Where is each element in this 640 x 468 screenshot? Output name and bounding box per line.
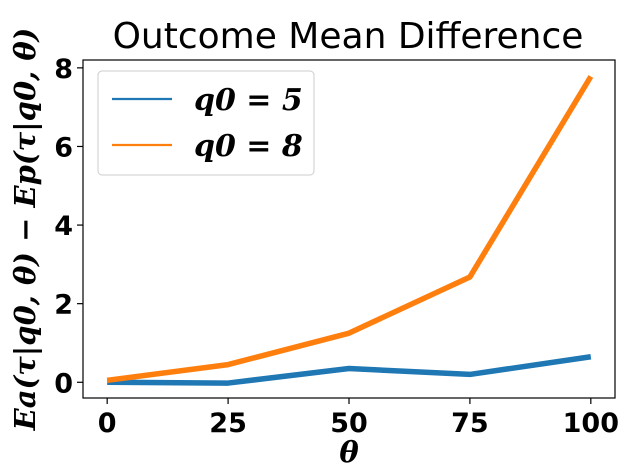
x-axis: 0 25 50 75 100 <box>98 398 619 439</box>
x-tick-label: 25 <box>209 408 247 439</box>
y-tick-label: 4 <box>54 211 73 242</box>
y-axis: 0 2 4 6 8 <box>54 54 83 399</box>
x-axis-label: θ <box>339 435 359 468</box>
legend-frame <box>97 70 315 176</box>
series-line-2 <box>106 75 594 384</box>
y-axis-label: Ea(τ|q0, θ) − Ep(τ|q0, θ) <box>8 28 42 432</box>
x-tick-label: 50 <box>330 408 368 439</box>
plot-lines <box>106 75 594 386</box>
chart-title: Outcome Mean Difference <box>113 16 584 57</box>
y-tick-label: 6 <box>54 132 73 163</box>
y-tick-label: 8 <box>54 54 73 85</box>
y-tick-label: 2 <box>54 290 73 321</box>
legend: q0 = 5 q0 = 8 <box>97 70 315 176</box>
legend-label-series-2: q0 = 8 <box>194 129 303 164</box>
x-tick-label: 100 <box>563 408 619 439</box>
series-line-1 <box>107 354 592 386</box>
x-tick-label: 75 <box>451 408 489 439</box>
y-tick-label: 0 <box>54 368 73 399</box>
legend-label-series-1: q0 = 5 <box>194 83 303 118</box>
x-tick-label: 0 <box>98 408 117 439</box>
